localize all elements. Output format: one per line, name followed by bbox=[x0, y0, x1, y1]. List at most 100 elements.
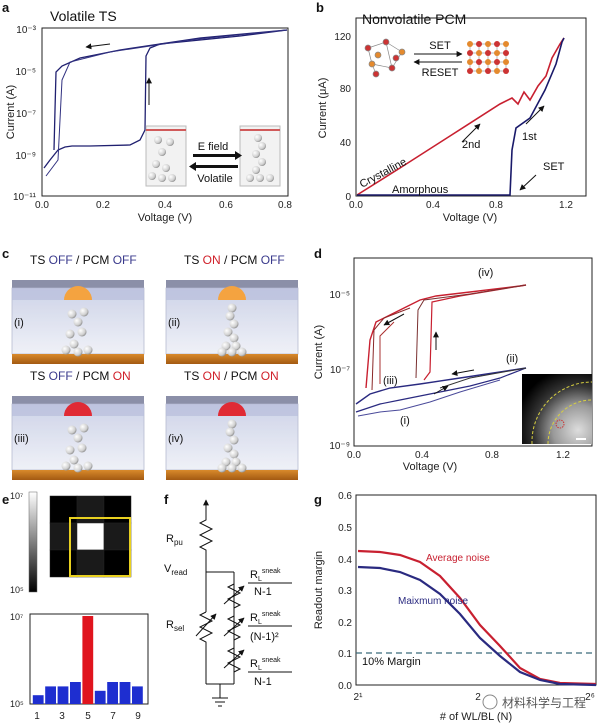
ag-particle bbox=[65, 329, 75, 339]
ag-particle bbox=[67, 309, 77, 319]
b-crystalline-lattice bbox=[467, 41, 509, 74]
bar bbox=[70, 682, 81, 704]
ag-particle bbox=[79, 307, 89, 317]
ag-particle bbox=[223, 327, 233, 337]
a-ytick: 10⁻³ bbox=[16, 25, 36, 36]
a-ytick: 10⁻⁹ bbox=[15, 151, 36, 162]
d-ytick: 10⁻⁹ bbox=[329, 441, 350, 452]
g-ylabel: Readout margin bbox=[313, 551, 325, 629]
a-inset-efield: E field bbox=[198, 141, 229, 153]
ag-particle bbox=[67, 425, 77, 435]
pcm-on-dome bbox=[64, 402, 92, 416]
panel-c-label: c bbox=[2, 246, 9, 261]
b-ylabel: Current (μA) bbox=[317, 78, 329, 139]
a-arrow-left bbox=[85, 43, 111, 50]
cell-roman: (ii) bbox=[168, 317, 180, 329]
d-label-iii: (iii) bbox=[383, 375, 398, 387]
ag-particle bbox=[223, 443, 233, 453]
panel-e-label: e bbox=[2, 492, 9, 507]
device-cell: TS ON / PCM OFF (ii) bbox=[165, 253, 299, 364]
lattice-atom bbox=[476, 68, 482, 74]
f-rl-sup-1: sneak bbox=[262, 568, 281, 575]
d-label-iv: (iv) bbox=[478, 267, 493, 279]
e-xtick: 5 bbox=[85, 711, 91, 722]
panel-b-label: b bbox=[316, 0, 324, 15]
bar bbox=[45, 686, 56, 704]
panel-d: 10⁻⁵ 10⁻⁷ 10⁻⁹ 0.0 0.4 0.8 1.2 Voltage (… bbox=[313, 257, 593, 473]
b-xtick: 0.0 bbox=[349, 200, 363, 211]
a-ytick: 10⁻¹¹ bbox=[13, 192, 37, 203]
bar bbox=[119, 682, 131, 704]
ag-particle bbox=[69, 455, 79, 465]
heatmap-cell bbox=[49, 549, 78, 578]
d-xlabel: Voltage (V) bbox=[403, 461, 457, 473]
watermark-text: 材料科学与工程 bbox=[502, 695, 586, 710]
b-ytick: 40 bbox=[340, 138, 352, 149]
f-rl-1: R bbox=[250, 569, 258, 581]
ag-particle bbox=[227, 347, 237, 357]
b-ytick: 80 bbox=[340, 84, 352, 95]
d-ytick: 10⁻⁵ bbox=[329, 290, 350, 301]
b-curve-2nd bbox=[356, 37, 565, 196]
lattice-atom bbox=[494, 59, 500, 65]
b-reset: RESET bbox=[422, 67, 459, 79]
f-rsel: R bbox=[166, 619, 174, 631]
a-inset-volatile: Volatile bbox=[197, 173, 232, 185]
f-rl-sup-3: sneak bbox=[262, 657, 281, 664]
ag-particle bbox=[73, 433, 83, 443]
ag-particle bbox=[227, 463, 237, 473]
bar bbox=[94, 690, 106, 704]
heatmap-cell bbox=[103, 522, 132, 551]
ag-particle bbox=[77, 327, 87, 337]
panel-g-label: g bbox=[314, 492, 322, 507]
a-xtick: 0.0 bbox=[35, 200, 49, 211]
svg-text:Rpu: Rpu bbox=[166, 533, 183, 547]
b-1st: 1st bbox=[522, 131, 537, 143]
cell-heading: TS OFF / PCM OFF bbox=[30, 253, 137, 267]
lattice-atom bbox=[476, 41, 482, 47]
g-margin-label: 10% Margin bbox=[362, 656, 421, 668]
ag-particle bbox=[225, 311, 235, 321]
ag-particle bbox=[227, 419, 237, 429]
b-2nd: 2nd bbox=[462, 139, 480, 151]
svg-text:Vread: Vread bbox=[164, 563, 187, 577]
g-xtick: 2¹ bbox=[354, 692, 364, 703]
b-xlabel: Voltage (V) bbox=[443, 212, 497, 224]
a-xtick: 0.6 bbox=[219, 200, 233, 211]
panel-b-title: Nonvolatile PCM bbox=[362, 11, 466, 27]
f-rpu: R bbox=[166, 533, 174, 545]
e-xtick: 7 bbox=[110, 711, 116, 722]
g-ytick: 0.1 bbox=[338, 649, 352, 660]
svg-text:RLsneak: RLsneak bbox=[250, 657, 281, 672]
bar bbox=[57, 686, 69, 704]
pcm-off-dome bbox=[218, 286, 246, 300]
b-ytick: 0 bbox=[345, 192, 351, 203]
cell-heading: TS OFF / PCM ON bbox=[30, 369, 131, 383]
f-rl-sub-1: L bbox=[258, 576, 262, 583]
ag-particle bbox=[73, 463, 83, 473]
cell-roman: (iii) bbox=[14, 433, 29, 445]
heatmap-cell bbox=[76, 549, 105, 578]
pcm-on-dome bbox=[218, 402, 246, 416]
lattice-atom bbox=[494, 41, 500, 47]
a-xlabel: Voltage (V) bbox=[138, 212, 192, 224]
d-curve-iv bbox=[365, 284, 527, 389]
lattice-atom bbox=[503, 59, 509, 65]
f-den-3: N-1 bbox=[254, 676, 272, 688]
d-xtick: 0.8 bbox=[485, 450, 499, 461]
ag-particle bbox=[217, 347, 227, 357]
d-xtick: 0.0 bbox=[347, 450, 361, 461]
e-xtick: 1 bbox=[34, 711, 40, 722]
watermark: 材料科学与工程 bbox=[482, 694, 586, 710]
ag-particle bbox=[229, 319, 239, 329]
lattice-atom bbox=[467, 41, 473, 47]
lattice-atom bbox=[467, 68, 473, 74]
panel-f-labels: Rpu Vread Rsel RLsneak N-1 RLsneak (N-1)… bbox=[164, 533, 281, 688]
d-label-i: (i) bbox=[400, 415, 410, 427]
b-xtick: 0.4 bbox=[426, 200, 440, 211]
svg-text:Rsel: Rsel bbox=[166, 619, 184, 633]
lattice-atom bbox=[503, 68, 509, 74]
g-max-label: Maixmum noise bbox=[398, 596, 468, 607]
ag-particle bbox=[73, 347, 83, 357]
